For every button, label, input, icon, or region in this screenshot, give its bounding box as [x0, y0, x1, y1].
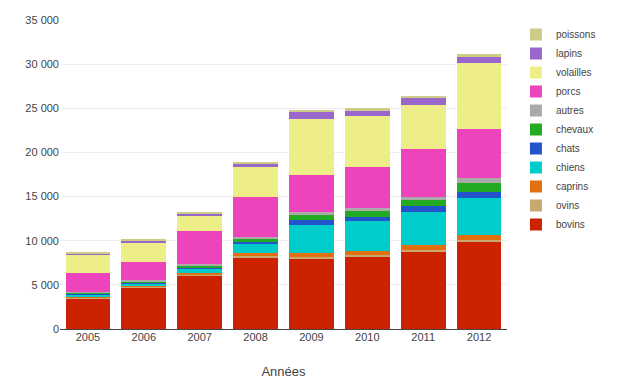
svg-text:2012: 2012	[467, 331, 491, 343]
svg-text:2008: 2008	[243, 331, 267, 343]
svg-text:10 000: 10 000	[25, 235, 59, 247]
svg-text:lapins: lapins	[556, 48, 582, 59]
svg-text:2007: 2007	[187, 331, 211, 343]
svg-text:25 000: 25 000	[25, 102, 59, 114]
svg-text:2010: 2010	[355, 331, 379, 343]
svg-text:ovins: ovins	[556, 200, 579, 211]
svg-text:caprins: caprins	[556, 181, 588, 192]
svg-text:15 000: 15 000	[25, 190, 59, 202]
svg-text:0: 0	[53, 323, 59, 335]
svg-text:Années: Années	[261, 364, 306, 379]
svg-text:chevaux: chevaux	[556, 124, 593, 135]
svg-text:bovins: bovins	[556, 219, 585, 230]
svg-text:chats: chats	[556, 143, 580, 154]
svg-text:2009: 2009	[299, 331, 323, 343]
svg-text:poissons: poissons	[556, 29, 595, 40]
svg-text:chiens: chiens	[556, 162, 585, 173]
svg-text:20 000: 20 000	[25, 146, 59, 158]
svg-text:volailles: volailles	[556, 67, 592, 78]
svg-text:autres: autres	[556, 105, 584, 116]
svg-text:30 000: 30 000	[25, 58, 59, 70]
svg-text:porcs: porcs	[556, 86, 580, 97]
svg-text:5 000: 5 000	[31, 279, 59, 291]
svg-text:2011: 2011	[411, 331, 435, 343]
svg-text:35 000: 35 000	[25, 14, 59, 26]
svg-text:2006: 2006	[132, 331, 156, 343]
svg-text:2005: 2005	[76, 331, 100, 343]
